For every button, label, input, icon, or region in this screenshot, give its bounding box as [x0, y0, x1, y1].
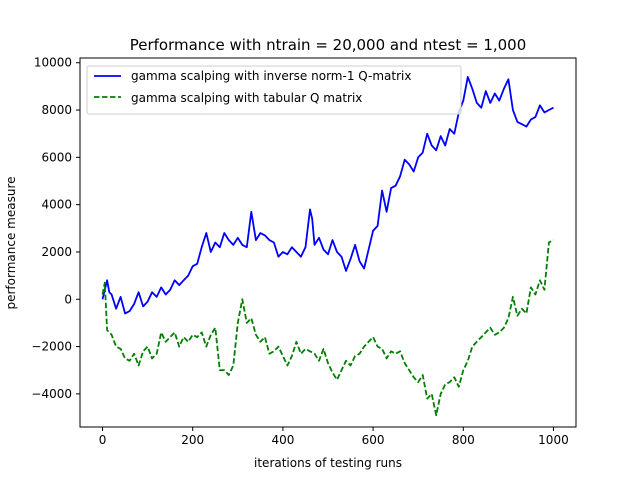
x-tick-label: 0 — [99, 433, 107, 447]
x-tick-label: 400 — [271, 433, 294, 447]
y-tick-label: 2000 — [41, 245, 72, 259]
y-tick-label: −2000 — [31, 340, 72, 354]
y-tick-label: 0 — [64, 292, 72, 306]
y-tick-label: 4000 — [41, 198, 72, 212]
y-tick-label: −4000 — [31, 387, 72, 401]
series-line-1 — [101, 76, 554, 315]
legend-label-series-2: gamma scalping with tabular Q matrix — [131, 91, 362, 105]
series-line-2 — [101, 239, 554, 417]
legend-label-series-1: gamma scalping with inverse norm-1 Q-mat… — [131, 69, 412, 83]
y-tick-label: 10000 — [34, 56, 72, 70]
legend: gamma scalping with inverse norm-1 Q-mat… — [86, 65, 462, 115]
axes: 0 200 400 600 800 1000 −4000 −2000 0 2000 4000 6000… — [31, 56, 577, 447]
x-axis-label: iterations of testing runs — [254, 456, 402, 470]
chart-title: Performance with ntrain = 20,000 and nte… — [130, 36, 527, 54]
y-tick-label: 8000 — [41, 103, 72, 117]
legend-box — [86, 65, 462, 115]
plot-frame — [79, 57, 577, 428]
y-axis-label: performance measure — [4, 176, 18, 309]
y-tick-label: 6000 — [41, 150, 72, 164]
x-tick-label: 200 — [181, 433, 204, 447]
x-tick-label: 1000 — [538, 433, 569, 447]
plot-area — [101, 76, 554, 417]
x-tick-label: 800 — [452, 433, 475, 447]
x-tick-label: 600 — [362, 433, 385, 447]
